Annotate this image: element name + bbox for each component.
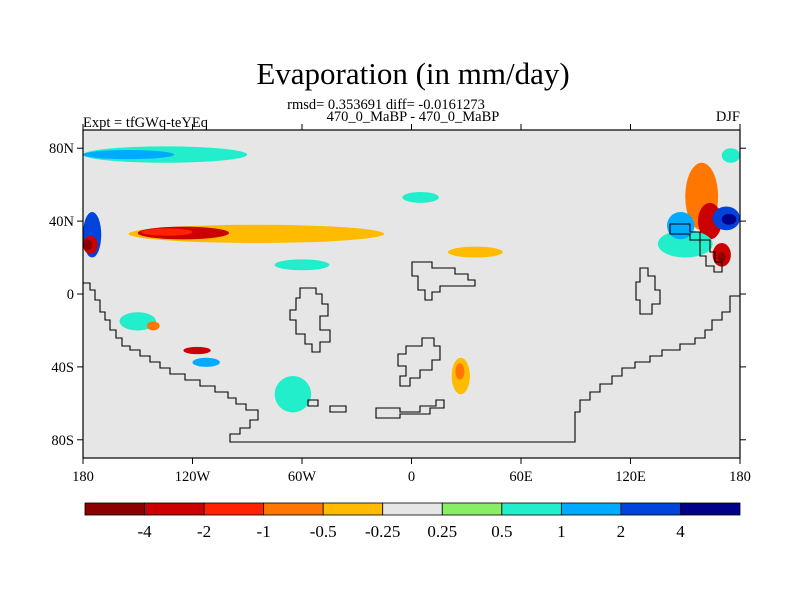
coastline-asia-east bbox=[635, 267, 661, 315]
x-tick-label: 180 bbox=[72, 469, 94, 485]
experiment-subtitle: 470_0_MaBP - 470_0_MaBP bbox=[327, 109, 500, 125]
anomaly-arctic-east-green bbox=[721, 148, 740, 163]
map-background bbox=[83, 130, 740, 458]
colorbar-swatch bbox=[560, 502, 622, 516]
x-tick-label: 120W bbox=[175, 469, 211, 485]
coastline-central-block bbox=[289, 287, 331, 353]
coastline-africa-north bbox=[411, 261, 476, 301]
y-tick-label: 40N bbox=[49, 214, 75, 230]
map-panel bbox=[83, 130, 740, 458]
coastline-asia-main bbox=[699, 239, 723, 273]
y-tick-label: 0 bbox=[67, 287, 74, 303]
x-tick-label: 0 bbox=[408, 469, 415, 485]
anomaly-tethys-green bbox=[274, 259, 330, 271]
stats-line: rmsd= 0.353691 diff= -0.0161273 bbox=[287, 97, 485, 113]
colorbar: -4 -2 -1 -0.5 -0.25 0.25 0.5 1 2 4 bbox=[84, 502, 741, 541]
anomaly-south-atlantic-green bbox=[274, 376, 312, 413]
colorbar-label: -0.25 bbox=[365, 522, 400, 541]
colorbar-swatch bbox=[620, 502, 681, 516]
anomaly-southern-africa-orange bbox=[455, 363, 465, 380]
anomaly-kuroshio-darkblue bbox=[721, 213, 737, 225]
anomaly-south-pacific-orange bbox=[146, 321, 160, 331]
colorbar-label: -1 bbox=[257, 522, 271, 541]
coastline-americas bbox=[83, 282, 740, 443]
colorbar-label: 2 bbox=[617, 522, 626, 541]
colorbar-label: 0.5 bbox=[491, 522, 512, 541]
x-tick-label: 60W bbox=[288, 469, 317, 485]
colorbar-label: -4 bbox=[137, 522, 152, 541]
colorbar-swatch bbox=[382, 502, 443, 516]
anomaly-west-pacific-edge-dark bbox=[83, 239, 93, 251]
anomaly-tethys-yellow bbox=[448, 246, 503, 258]
colorbar-swatch bbox=[680, 502, 741, 516]
x-tick-label: 120E bbox=[615, 469, 646, 485]
coastline-islet-1 bbox=[307, 399, 319, 407]
anomaly-east-asia-misc bbox=[667, 212, 695, 240]
colorbar-label: 4 bbox=[676, 522, 685, 541]
anomaly-north-atlantic-green bbox=[402, 191, 439, 203]
colorbar-swatch bbox=[84, 502, 145, 516]
anomaly-japan-south-dark bbox=[718, 252, 726, 264]
x-tick-label: 60E bbox=[509, 469, 533, 485]
anomaly-south-pacific-red bbox=[183, 346, 211, 355]
right-label: DJF bbox=[716, 109, 740, 125]
colorbar-label: 0.25 bbox=[427, 522, 457, 541]
coastline-layer bbox=[83, 223, 740, 443]
colorbar-swatch bbox=[441, 502, 503, 516]
colorbar-swatch bbox=[203, 502, 265, 516]
y-tick-label: 80N bbox=[49, 141, 75, 157]
chart-title: Evaporation (in mm/day) bbox=[256, 56, 569, 91]
colorbar-label: -2 bbox=[197, 522, 211, 541]
coastline-southern-island bbox=[397, 337, 441, 387]
coastline-islet-2 bbox=[329, 405, 347, 413]
colorbar-label: 1 bbox=[557, 522, 566, 541]
anomaly-east-china-green bbox=[657, 230, 713, 258]
anomaly-south-pacific-cyan bbox=[192, 357, 220, 367]
colorbar-swatch bbox=[144, 502, 205, 516]
colorbar-swatch bbox=[322, 502, 384, 516]
y-tick-label: 80S bbox=[51, 433, 74, 449]
anomaly-layer bbox=[83, 146, 740, 413]
colorbar-swatch bbox=[263, 502, 324, 516]
left-label: Expt = tfGWq-teYEq bbox=[83, 115, 208, 131]
coastline-islet-3 bbox=[375, 399, 445, 419]
colorbar-label: -0.5 bbox=[310, 522, 337, 541]
axis-layer: 180 120W 60W 0 60E 120E 180 80N 40N 0 40S 80S bbox=[49, 124, 751, 485]
colorbar-swatch bbox=[501, 502, 562, 516]
x-tick-label: 180 bbox=[729, 469, 751, 485]
anomaly-north-pacific-core-inner bbox=[141, 228, 193, 236]
anomaly-arctic-strip-inner bbox=[83, 150, 175, 160]
y-tick-label: 40S bbox=[51, 360, 74, 376]
